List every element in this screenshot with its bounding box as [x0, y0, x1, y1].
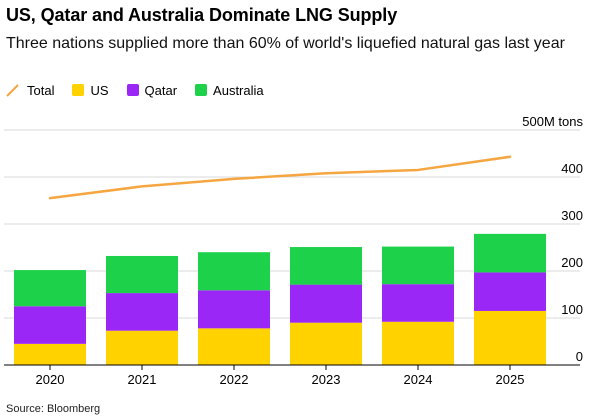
- bar-australia-2021: [106, 255, 178, 294]
- bar-qatar-2025: [474, 272, 546, 311]
- legend-swatch-australia: [195, 84, 208, 96]
- legend-label-us: US: [90, 82, 109, 98]
- bar-qatar-2021: [106, 293, 178, 331]
- bar-australia-2025: [474, 233, 546, 273]
- bar-qatar-2023: [290, 284, 362, 323]
- y-tick-label-0: 0: [576, 349, 583, 364]
- legend-swatch-us: [72, 84, 85, 96]
- bar-us-2023: [290, 322, 362, 365]
- legend-item-australia: Australia: [195, 83, 264, 98]
- total-line-layer: [48, 155, 512, 200]
- y-unit-label: 500M tons: [522, 114, 583, 129]
- bar-australia-2022: [198, 252, 270, 291]
- legend-label-total: Total: [27, 82, 55, 98]
- bar-us-2022: [198, 328, 270, 365]
- x-tick-label-2022: 2022: [220, 372, 249, 387]
- legend-item-total: Total: [6, 83, 54, 98]
- y-tick-label-100: 100: [561, 302, 583, 317]
- legend-label-qatar: Qatar: [144, 82, 178, 98]
- chart-title: US, Qatar and Australia Dominate LNG Sup…: [6, 5, 398, 25]
- legend: Total US Qatar Australia: [6, 82, 282, 98]
- bar-us-2024: [382, 321, 454, 365]
- y-tick-label-300: 300: [561, 208, 583, 223]
- legend-item-us: US: [72, 82, 109, 98]
- bar-us-2025: [474, 310, 546, 365]
- bar-australia-2023: [290, 247, 362, 285]
- x-tick-label-2024: 2024: [404, 372, 433, 387]
- source-note: Source: Bloomberg: [6, 403, 101, 415]
- chart-subtitle: Three nations supplied more than 60% of …: [6, 35, 565, 52]
- bar-qatar-2020: [14, 306, 86, 344]
- bar-australia-2024: [382, 246, 454, 285]
- bar-australia-2020: [14, 270, 86, 307]
- legend-label-australia: Australia: [213, 82, 264, 98]
- legend-item-qatar: Qatar: [126, 82, 178, 98]
- axes: 0 100 200 300 400 500M tons 2020 2021 2022 2023 20…: [4, 114, 583, 387]
- bars: [14, 233, 546, 365]
- total-line: [48, 155, 512, 200]
- bar-us-2020: [14, 343, 86, 365]
- bar-qatar-2024: [382, 284, 454, 322]
- y-tick-label-400: 400: [561, 161, 583, 176]
- x-tick-label-2020: 2020: [36, 372, 65, 387]
- x-tick-label-2021: 2021: [128, 372, 157, 387]
- legend-swatch-qatar: [126, 84, 139, 96]
- bar-qatar-2022: [198, 290, 270, 329]
- lng-supply-chart: 0 100 200 300 400 500M tons 2020 2021 2022 2023 20…: [4, 114, 583, 387]
- bar-us-2021: [106, 330, 178, 365]
- y-tick-label-200: 200: [561, 255, 583, 270]
- x-tick-label-2025: 2025: [496, 372, 525, 387]
- x-tick-label-2023: 2023: [312, 372, 341, 387]
- legend-line-icon: [6, 83, 19, 97]
